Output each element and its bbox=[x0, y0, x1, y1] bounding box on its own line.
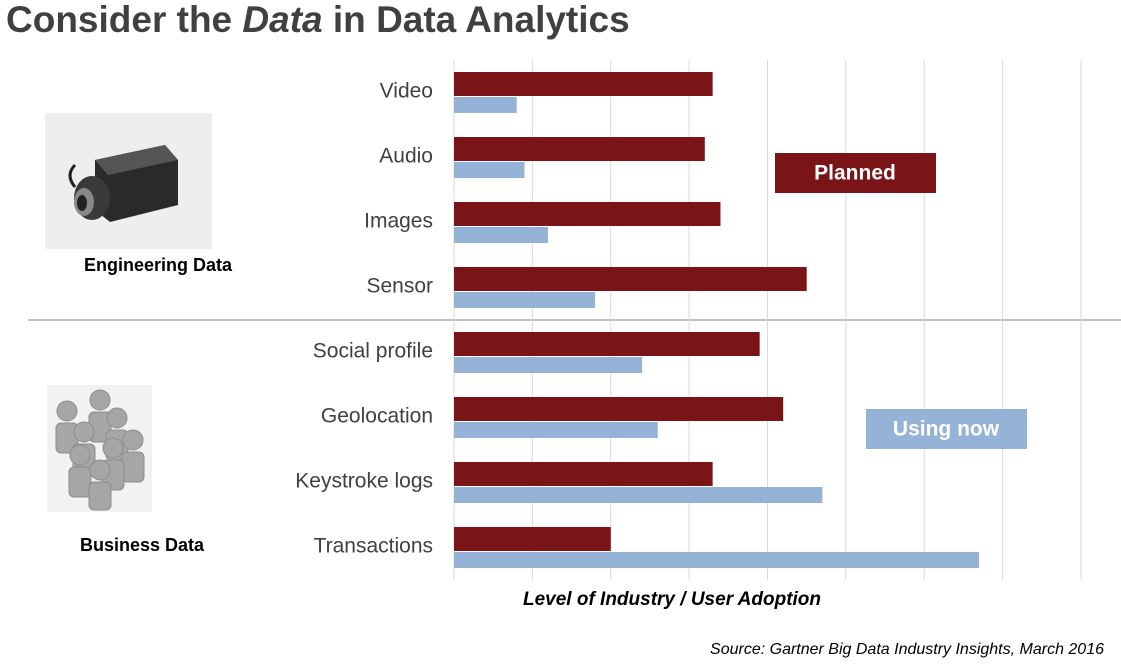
bar bbox=[454, 552, 980, 568]
bar bbox=[454, 162, 525, 178]
title-part: Data bbox=[242, 0, 322, 40]
title-part: in Data Analytics bbox=[323, 0, 630, 40]
bar bbox=[454, 332, 760, 356]
slide-title: Consider the Data in Data Analytics bbox=[6, 0, 630, 40]
x-axis-label: Level of Industry / User Adoption bbox=[523, 589, 821, 610]
y-tick-label: Images bbox=[364, 210, 433, 233]
people-icon bbox=[47, 385, 152, 512]
group-label: Engineering Data bbox=[84, 255, 233, 275]
y-tick-label: Keystroke logs bbox=[295, 470, 433, 493]
title-part: Consider the bbox=[6, 0, 242, 40]
bar bbox=[454, 397, 784, 421]
bar bbox=[454, 202, 721, 226]
y-tick-label: Audio bbox=[379, 145, 433, 168]
y-tick-label: Transactions bbox=[314, 535, 433, 558]
bar bbox=[454, 72, 713, 96]
legend-swatch bbox=[866, 409, 1027, 449]
legend-swatch bbox=[775, 153, 936, 193]
bar bbox=[454, 137, 705, 161]
legend-label: Planned bbox=[814, 162, 896, 185]
bar bbox=[454, 527, 611, 551]
y-tick-label: Sensor bbox=[366, 275, 433, 298]
bar bbox=[454, 422, 658, 438]
bar bbox=[454, 227, 549, 243]
bar bbox=[454, 462, 713, 486]
source-note: Source: Gartner Big Data Industry Insigh… bbox=[710, 641, 1104, 658]
legend-label: Using now bbox=[893, 418, 1000, 441]
group-label: Business Data bbox=[80, 535, 205, 555]
bar bbox=[454, 97, 517, 113]
camera-icon bbox=[45, 113, 212, 249]
bar bbox=[454, 267, 807, 291]
bar bbox=[454, 487, 823, 503]
bar bbox=[454, 292, 596, 308]
y-tick-label: Video bbox=[380, 80, 433, 103]
bar bbox=[454, 357, 643, 373]
y-tick-label: Social profile bbox=[313, 340, 433, 363]
y-tick-label: Geolocation bbox=[321, 405, 433, 428]
